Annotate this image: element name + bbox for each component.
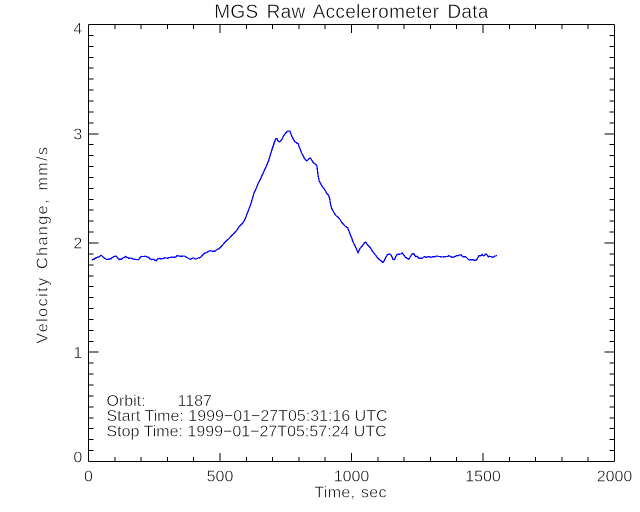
svg-text:1187: 1187 — [178, 393, 213, 410]
svg-text:Orbit:: Orbit: — [107, 393, 146, 410]
svg-text:Stop Time: 1999−01−27T05:57:24: Stop Time: 1999−01−27T05:57:24 UTC — [107, 424, 387, 441]
svg-text:Start Time: 1999−01−27T05:31:1: Start Time: 1999−01−27T05:31:16 UTC — [107, 408, 388, 425]
svg-text:0: 0 — [73, 450, 82, 467]
svg-text:500: 500 — [207, 468, 234, 485]
svg-text:MGS Raw Accelerometer Data: MGS Raw Accelerometer Data — [214, 2, 489, 23]
svg-text:2000: 2000 — [597, 468, 633, 485]
svg-text:4: 4 — [73, 21, 82, 38]
svg-text:1: 1 — [73, 345, 82, 362]
svg-text:1000: 1000 — [334, 468, 370, 485]
svg-text:2: 2 — [73, 236, 82, 253]
svg-text:Time, sec: Time, sec — [314, 485, 386, 502]
svg-text:Velocity Change, mm/s: Velocity Change, mm/s — [34, 145, 51, 343]
svg-text:1500: 1500 — [465, 468, 501, 485]
svg-text:3: 3 — [73, 126, 82, 143]
svg-text:0: 0 — [84, 468, 93, 485]
